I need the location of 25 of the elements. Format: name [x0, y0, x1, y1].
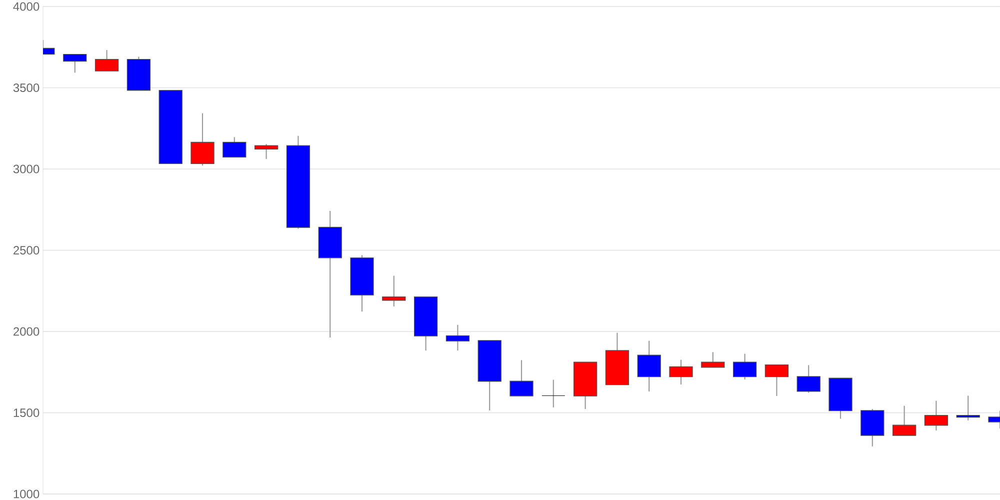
candlestick — [701, 352, 725, 368]
y-tick-label: 1000 — [14, 490, 40, 498]
y-tick-label: 2000 — [14, 327, 40, 336]
y-tick-label: 3500 — [13, 84, 40, 92]
candlestick — [190, 112, 214, 166]
candlestick — [764, 364, 789, 397]
candlestick — [669, 359, 693, 386]
candlestick — [542, 379, 566, 408]
candlestick — [222, 136, 246, 158]
candlestick — [446, 324, 470, 352]
candlestick — [382, 275, 406, 308]
candlestick — [732, 353, 757, 380]
y-tick-label: 1500 — [14, 408, 40, 418]
y-tick-label: 3000 — [13, 164, 40, 174]
y-tick-label: 2500 — [14, 246, 40, 255]
candlestick — [510, 360, 534, 397]
candlestick — [796, 364, 820, 394]
candlestick — [63, 54, 87, 74]
candlestick — [637, 340, 661, 392]
y-tick-label: 4000 — [13, 2, 40, 11]
candlestick — [924, 400, 948, 431]
candlestick — [94, 50, 119, 72]
candlestick — [254, 143, 278, 160]
candlestick — [956, 395, 980, 421]
candlestick — [892, 405, 916, 436]
